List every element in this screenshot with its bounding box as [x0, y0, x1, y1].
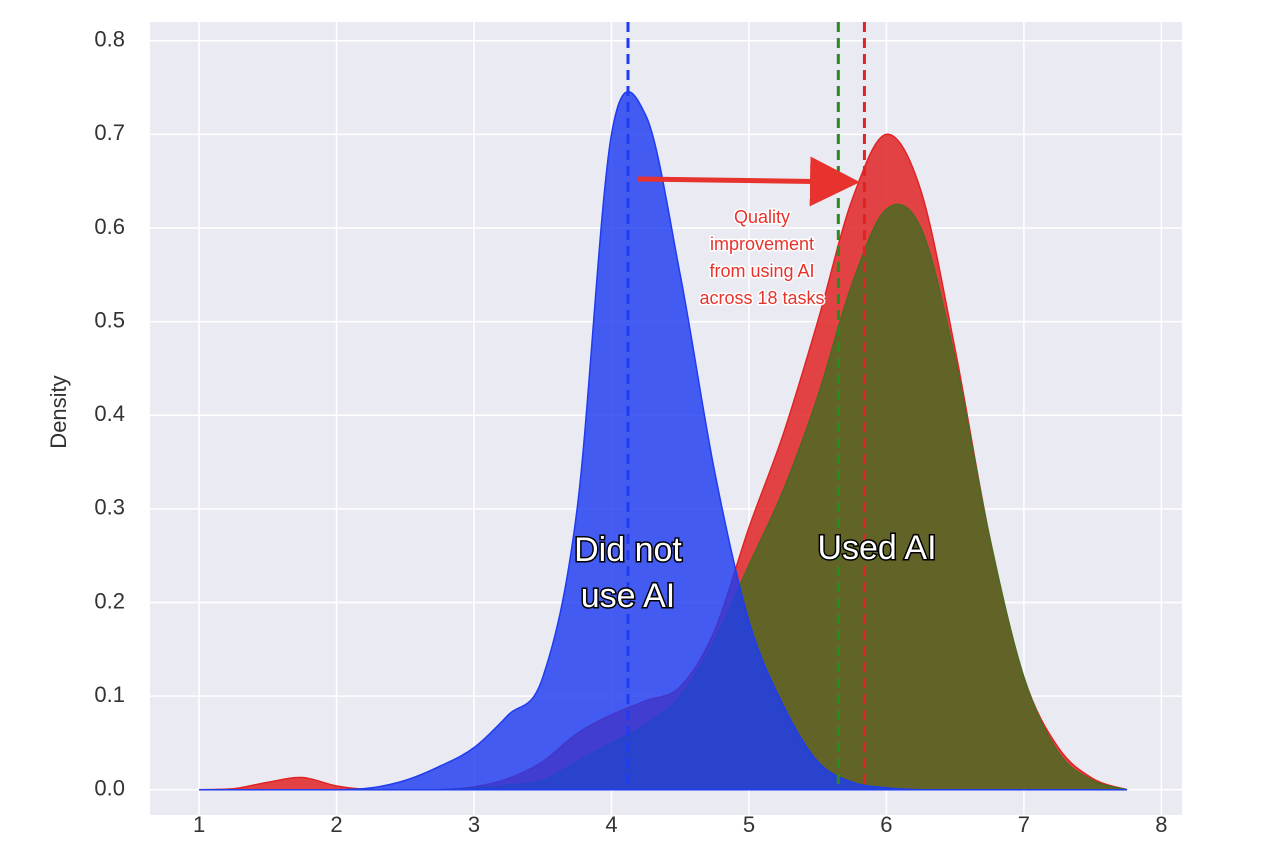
- x-tick-label: 7: [1018, 812, 1030, 837]
- annotation: from using AI: [709, 261, 814, 281]
- arrow: [637, 156, 860, 207]
- y-tick-label: 0.7: [94, 120, 125, 145]
- y-tick-label: 0.6: [94, 214, 125, 239]
- y-axis-label: Density: [46, 375, 71, 448]
- x-tick-label: 1: [193, 812, 205, 837]
- y-tick-label: 0.4: [94, 401, 125, 426]
- annotation: Quality: [734, 207, 790, 227]
- series-label: use AI: [581, 577, 676, 615]
- y-tick-label: 0.1: [94, 682, 125, 707]
- y-tick-label: 0.2: [94, 588, 125, 613]
- x-tick-label: 4: [605, 812, 617, 837]
- y-tick-label: 0.8: [94, 27, 125, 52]
- annotation: across 18 tasks: [699, 288, 824, 308]
- x-axis-label: Quality: [632, 852, 700, 853]
- x-tick-label: 6: [880, 812, 892, 837]
- y-tick-label: 0.0: [94, 776, 125, 801]
- y-tick-label: 0.5: [94, 307, 125, 332]
- y-tick-label: 0.3: [94, 495, 125, 520]
- annotation: improvement: [710, 234, 814, 254]
- density-area: [199, 91, 1128, 791]
- x-tick-label: 8: [1155, 812, 1167, 837]
- x-tick-label: 2: [330, 812, 342, 837]
- x-tick-label: 3: [468, 812, 480, 837]
- x-tick-label: 5: [743, 812, 755, 837]
- series-label: Did not: [574, 531, 682, 569]
- series-label: Used AI: [817, 529, 936, 567]
